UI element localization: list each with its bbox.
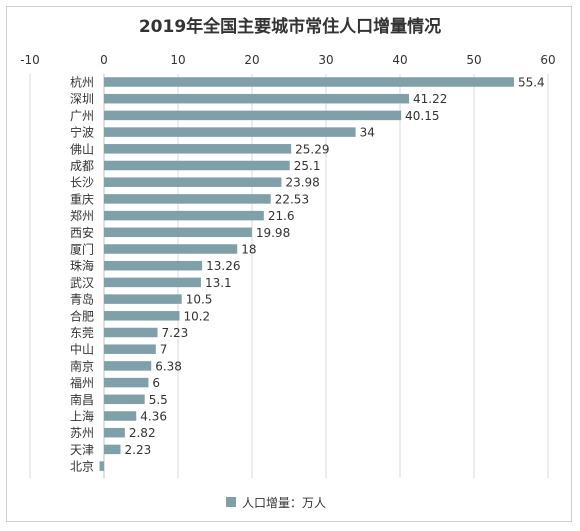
data-label: 13.26 xyxy=(206,259,240,273)
legend-swatch xyxy=(226,497,236,507)
category-label: 广州 xyxy=(70,109,94,123)
x-tick-label: 40 xyxy=(392,53,407,67)
bar xyxy=(104,160,290,171)
bar xyxy=(104,127,356,137)
category-label: 南京 xyxy=(70,358,94,373)
bar xyxy=(104,194,271,204)
bar xyxy=(104,361,152,371)
bar xyxy=(104,93,410,104)
data-label: 5.5 xyxy=(149,393,168,407)
data-label: 25.1 xyxy=(294,159,321,173)
category-label: 珠海 xyxy=(70,258,94,273)
x-tick-label: 60 xyxy=(540,53,555,67)
data-label: 13.1 xyxy=(205,276,232,290)
x-tick-label: 50 xyxy=(466,53,481,67)
category-label: 青岛 xyxy=(70,292,94,307)
bar xyxy=(104,344,156,354)
category-label: 佛山 xyxy=(70,142,94,156)
data-label: 7.23 xyxy=(162,326,189,340)
bar xyxy=(104,411,137,421)
bar xyxy=(104,377,149,388)
bar xyxy=(104,77,514,87)
x-tick-label: 20 xyxy=(244,53,259,67)
data-label: 10.5 xyxy=(186,293,213,307)
category-label: 南昌 xyxy=(70,392,94,407)
bar xyxy=(104,110,402,121)
bar xyxy=(104,244,238,254)
bar xyxy=(99,461,104,471)
category-label: 长沙 xyxy=(70,176,94,190)
category-label: 重庆 xyxy=(70,192,94,206)
x-tick-label: -10 xyxy=(20,53,40,67)
data-label: 2.23 xyxy=(125,443,152,457)
category-label: 合肥 xyxy=(70,308,94,323)
bar xyxy=(104,327,158,338)
bar xyxy=(104,210,264,221)
x-tick-label: 0 xyxy=(100,53,108,67)
chart-title: 2019年全国主要城市常住人口增量情况 xyxy=(138,17,442,37)
legend: 人口增量：万人 xyxy=(226,494,326,510)
category-label: 天津 xyxy=(70,443,94,457)
bar xyxy=(104,144,292,154)
bar xyxy=(104,294,182,304)
data-label: 41.22 xyxy=(413,92,447,106)
bar xyxy=(104,260,203,271)
category-label: 成都 xyxy=(70,159,94,173)
category-label: 北京 xyxy=(70,460,94,474)
bar xyxy=(104,444,121,455)
bar xyxy=(104,227,252,238)
bar xyxy=(104,427,125,438)
category-label: 厦门 xyxy=(70,242,94,257)
data-label: 10.2 xyxy=(183,309,210,323)
data-label: 19.98 xyxy=(256,226,290,240)
category-label: 宁波 xyxy=(70,125,94,140)
category-label: 郑州 xyxy=(70,208,94,223)
category-label: 中山 xyxy=(70,342,94,357)
data-label: 34 xyxy=(360,126,375,140)
data-label: 40.15 xyxy=(405,109,439,123)
bar xyxy=(104,311,180,321)
data-label: 22.53 xyxy=(275,192,309,206)
data-label: 23.98 xyxy=(285,176,319,190)
data-label: 7 xyxy=(160,343,168,357)
data-label: 6.38 xyxy=(155,359,182,373)
category-label: 福州 xyxy=(70,375,94,390)
data-label: 21.6 xyxy=(268,209,295,223)
category-label: 深圳 xyxy=(70,92,94,106)
chart-frame xyxy=(6,6,572,522)
data-label: 6 xyxy=(152,376,160,390)
legend-label: 人口增量：万人 xyxy=(242,495,327,510)
category-label: 苏州 xyxy=(70,426,94,440)
data-label: 4.36 xyxy=(140,410,167,424)
bar xyxy=(104,394,145,405)
data-label: 2.82 xyxy=(129,426,156,440)
data-label: 18 xyxy=(241,243,256,257)
category-label: 上海 xyxy=(70,409,94,424)
bar xyxy=(104,277,201,288)
category-label: 武汉 xyxy=(70,276,94,290)
data-label: 25.29 xyxy=(295,142,329,156)
data-label: 55.4 xyxy=(518,76,545,90)
x-tick-label: 10 xyxy=(170,53,185,67)
x-tick-label: 30 xyxy=(318,53,333,67)
bar xyxy=(104,177,282,187)
category-label: 杭州 xyxy=(70,75,94,90)
category-label: 西安 xyxy=(70,225,94,240)
category-label: 东莞 xyxy=(70,326,94,340)
